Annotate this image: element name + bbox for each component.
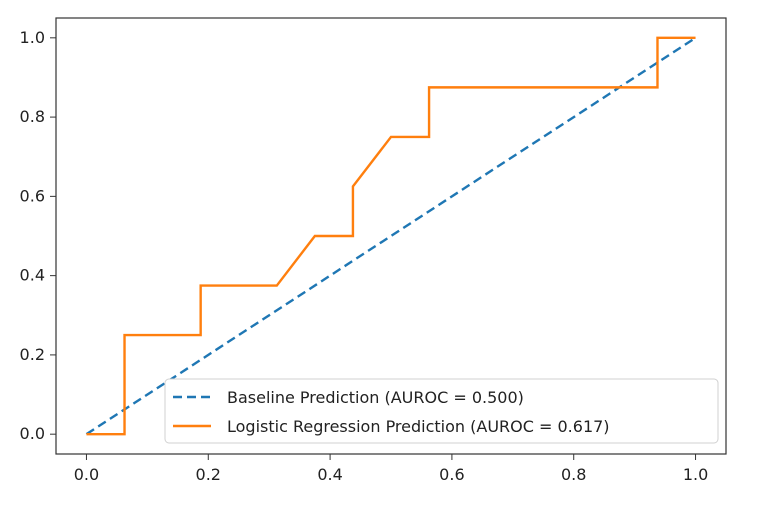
legend: Baseline Prediction (AUROC = 0.500) Logis…	[164, 378, 719, 444]
series-layer	[85, 36, 697, 436]
y-tick-label: 0.4	[20, 266, 45, 285]
y-tick-label: 0.8	[20, 107, 45, 126]
x-tick-label: 0.6	[439, 465, 464, 484]
baseline-series-line	[85, 36, 697, 436]
y-axis: 0.0 0.2 0.4 0.6 0.8 1.0	[20, 28, 56, 443]
x-tick-label: 0.4	[317, 465, 342, 484]
logistic-regression-series-line	[86, 36, 696, 436]
y-tick-label: 0.2	[20, 345, 45, 364]
logistic-regression-legend-label: Logistic Regression Prediction (AUROC = …	[227, 417, 610, 436]
y-tick-label: 1.0	[20, 28, 45, 47]
x-tick-label: 1.0	[683, 465, 708, 484]
x-tick-label: 0.0	[74, 465, 99, 484]
legend-box	[164, 378, 719, 444]
plot-area-frame	[55, 17, 727, 455]
x-tick-label: 0.2	[196, 465, 221, 484]
y-tick-label: 0.6	[20, 186, 45, 205]
y-tick-label: 0.0	[20, 424, 45, 443]
baseline-legend-label: Baseline Prediction (AUROC = 0.500)	[227, 388, 524, 407]
x-tick-label: 0.8	[561, 465, 586, 484]
x-axis: 0.0 0.2 0.4 0.6 0.8 1.0	[74, 454, 708, 484]
